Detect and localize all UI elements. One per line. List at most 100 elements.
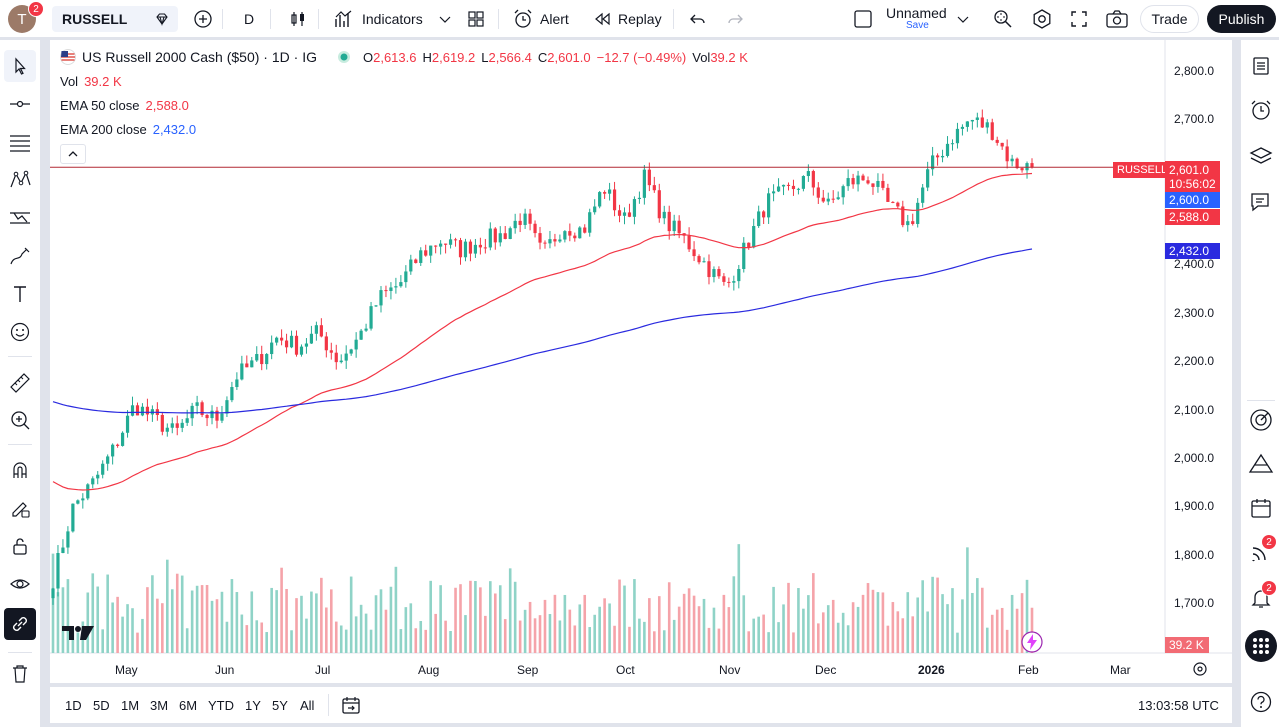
volume-bar [156,598,159,653]
calendar-button[interactable] [1245,492,1277,524]
magnet-tool[interactable] [4,454,36,486]
draw-mode-tool[interactable] [4,492,36,524]
replay-button[interactable]: Replay [586,0,668,38]
candle-body [583,227,587,233]
redo-button[interactable] [719,0,751,38]
candle-body [926,169,930,188]
add-symbol-button[interactable] [187,0,219,38]
layout-name[interactable]: Unnamed [886,5,947,21]
range-button-6m[interactable]: 6M [179,697,198,713]
alerts-panel-button[interactable] [1245,94,1277,126]
range-button-ytd[interactable]: YTD [208,697,234,713]
candle-body [781,184,786,187]
lightning-icon[interactable] [1020,630,1044,654]
candle-body [443,243,448,245]
layers-icon [1249,147,1273,164]
volume-bar [643,621,646,653]
quick-search-button[interactable] [986,0,1020,38]
snapshot-button[interactable] [1099,0,1135,38]
text-icon [14,286,26,302]
settings-button[interactable] [1025,0,1059,38]
candle-body [543,242,547,244]
volume-bar [180,575,184,653]
volume-bar [1020,593,1024,653]
legend-title[interactable]: US Russell 2000 Cash ($50) · 1D · IG [82,49,317,65]
volume-bar [508,568,512,653]
chat-button[interactable] [1245,186,1277,218]
candle-body [379,290,383,306]
help-button[interactable] [1245,686,1277,718]
candle-body [955,128,960,144]
chart-pane[interactable]: US Russell 2000 Cash ($50) · 1D · IG O2,… [50,40,1232,683]
range-button-1y[interactable]: 1Y [245,697,261,713]
watchlist-button[interactable] [1245,50,1277,82]
volume-bar [831,599,835,653]
trade-button[interactable]: Trade [1140,5,1199,33]
price-chart[interactable] [50,40,1232,683]
legend-ema200-row[interactable]: EMA 200 close 2,432.0 [60,122,196,137]
cursor-tool[interactable] [4,50,36,82]
interval-button[interactable]: D [238,0,260,38]
candle-body [294,335,299,355]
avatar-letter: T [17,10,27,28]
volume-bar [404,607,408,653]
date-range-icon[interactable] [340,694,362,716]
candle-body [245,363,249,368]
volume-bar [886,625,890,653]
volume-bar [682,593,686,653]
utc-clock[interactable]: 13:03:58 UTC [1138,697,1219,713]
trend-line-tool[interactable] [4,88,36,120]
layouts-button[interactable] [460,0,492,38]
range-button-5d[interactable]: 5D [93,697,110,713]
range-button-5y[interactable]: 5Y [272,697,288,713]
range-button-all[interactable]: All [300,697,315,713]
volume-bar [493,593,497,653]
undo-button[interactable] [682,0,714,38]
streams-button[interactable] [1245,536,1277,568]
candle-body [503,233,507,239]
symbol-search[interactable]: RUSSELL [52,6,178,32]
indicators-button[interactable]: Indicators [328,0,429,38]
volume-bar [195,585,199,653]
volume-bar [106,574,109,653]
fullscreen-button[interactable] [1063,0,1095,38]
delete-tool[interactable] [4,658,36,690]
ruler-tool[interactable] [4,366,36,398]
volume-bar [966,547,969,653]
pattern-tool[interactable] [4,164,36,196]
fib-tool[interactable] [4,126,36,158]
candle-body [453,239,458,241]
prediction-tool[interactable] [4,202,36,234]
collapse-legend-button[interactable] [60,144,86,164]
candle-body [687,235,691,250]
chart-type-button[interactable] [282,0,314,38]
alarm-clock-icon [1251,100,1271,120]
publish-button[interactable]: Publish [1207,5,1276,33]
layout-menu[interactable] [846,0,880,38]
brush-tool[interactable] [4,240,36,272]
products-menu-button[interactable] [1245,630,1277,662]
range-button-1d[interactable]: 1D [65,697,82,713]
text-tool[interactable] [4,278,36,310]
volume-bar [856,606,860,653]
candle-body [468,241,473,254]
range-button-1m[interactable]: 1M [121,697,140,713]
range-button-3m[interactable]: 3M [150,697,169,713]
hotlists-button[interactable] [1245,404,1277,436]
layout-dropdown[interactable] [950,0,976,38]
zoom-tool[interactable] [4,404,36,436]
data-window-button[interactable] [1245,140,1277,172]
sync-drawings-tool[interactable] [4,608,36,640]
lock-tool[interactable] [4,530,36,562]
alert-button[interactable]: Alert [506,0,575,38]
candle-body [125,415,130,433]
legend-ema50-row[interactable]: EMA 50 close 2,588.0 [60,98,189,113]
last-price: 2,601.0 [1169,162,1210,177]
axis-settings-icon[interactable] [1191,660,1209,678]
ideas-button[interactable] [1245,448,1277,480]
volume-bar [399,629,403,653]
hide-drawings-tool[interactable] [4,568,36,600]
indicator-templates-button[interactable] [432,0,458,38]
emoji-tool[interactable] [4,316,36,348]
legend-volume-row[interactable]: Vol 39.2 K [60,74,122,89]
